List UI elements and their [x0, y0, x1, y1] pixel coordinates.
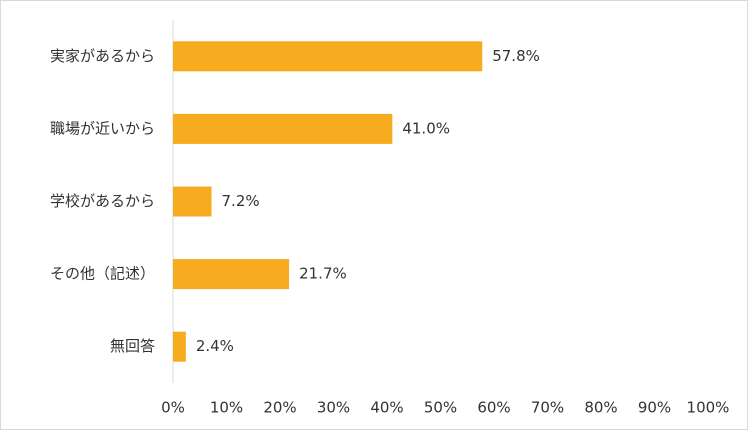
x-tick-label: 70%	[531, 399, 564, 417]
x-tick-label: 60%	[477, 399, 510, 417]
value-label: 57.8%	[492, 47, 540, 65]
y-tick-label: 無回答	[110, 337, 155, 355]
x-tick-label: 100%	[687, 399, 730, 417]
x-tick-label: 20%	[263, 399, 296, 417]
y-tick-label: 職場が近いから	[50, 119, 155, 137]
bar	[173, 259, 290, 290]
value-label: 41.0%	[402, 119, 450, 137]
x-tick-label: 40%	[370, 399, 403, 417]
x-tick-label: 80%	[584, 399, 617, 417]
x-tick-label: 30%	[317, 399, 350, 417]
bar	[173, 41, 483, 72]
value-label: 2.4%	[196, 337, 234, 355]
value-label: 21.7%	[299, 265, 347, 283]
y-tick-label: 学校があるから	[50, 192, 155, 210]
x-tick-label: 10%	[210, 399, 243, 417]
bar	[173, 113, 393, 144]
y-tick-label: 実家があるから	[50, 47, 155, 65]
x-tick-label: 50%	[424, 399, 457, 417]
bar	[173, 331, 186, 362]
value-label: 7.2%	[222, 192, 260, 210]
x-tick-label: 0%	[161, 399, 185, 417]
x-tick-label: 90%	[638, 399, 671, 417]
bar	[173, 186, 212, 217]
y-tick-label: その他（記述）	[50, 265, 155, 283]
